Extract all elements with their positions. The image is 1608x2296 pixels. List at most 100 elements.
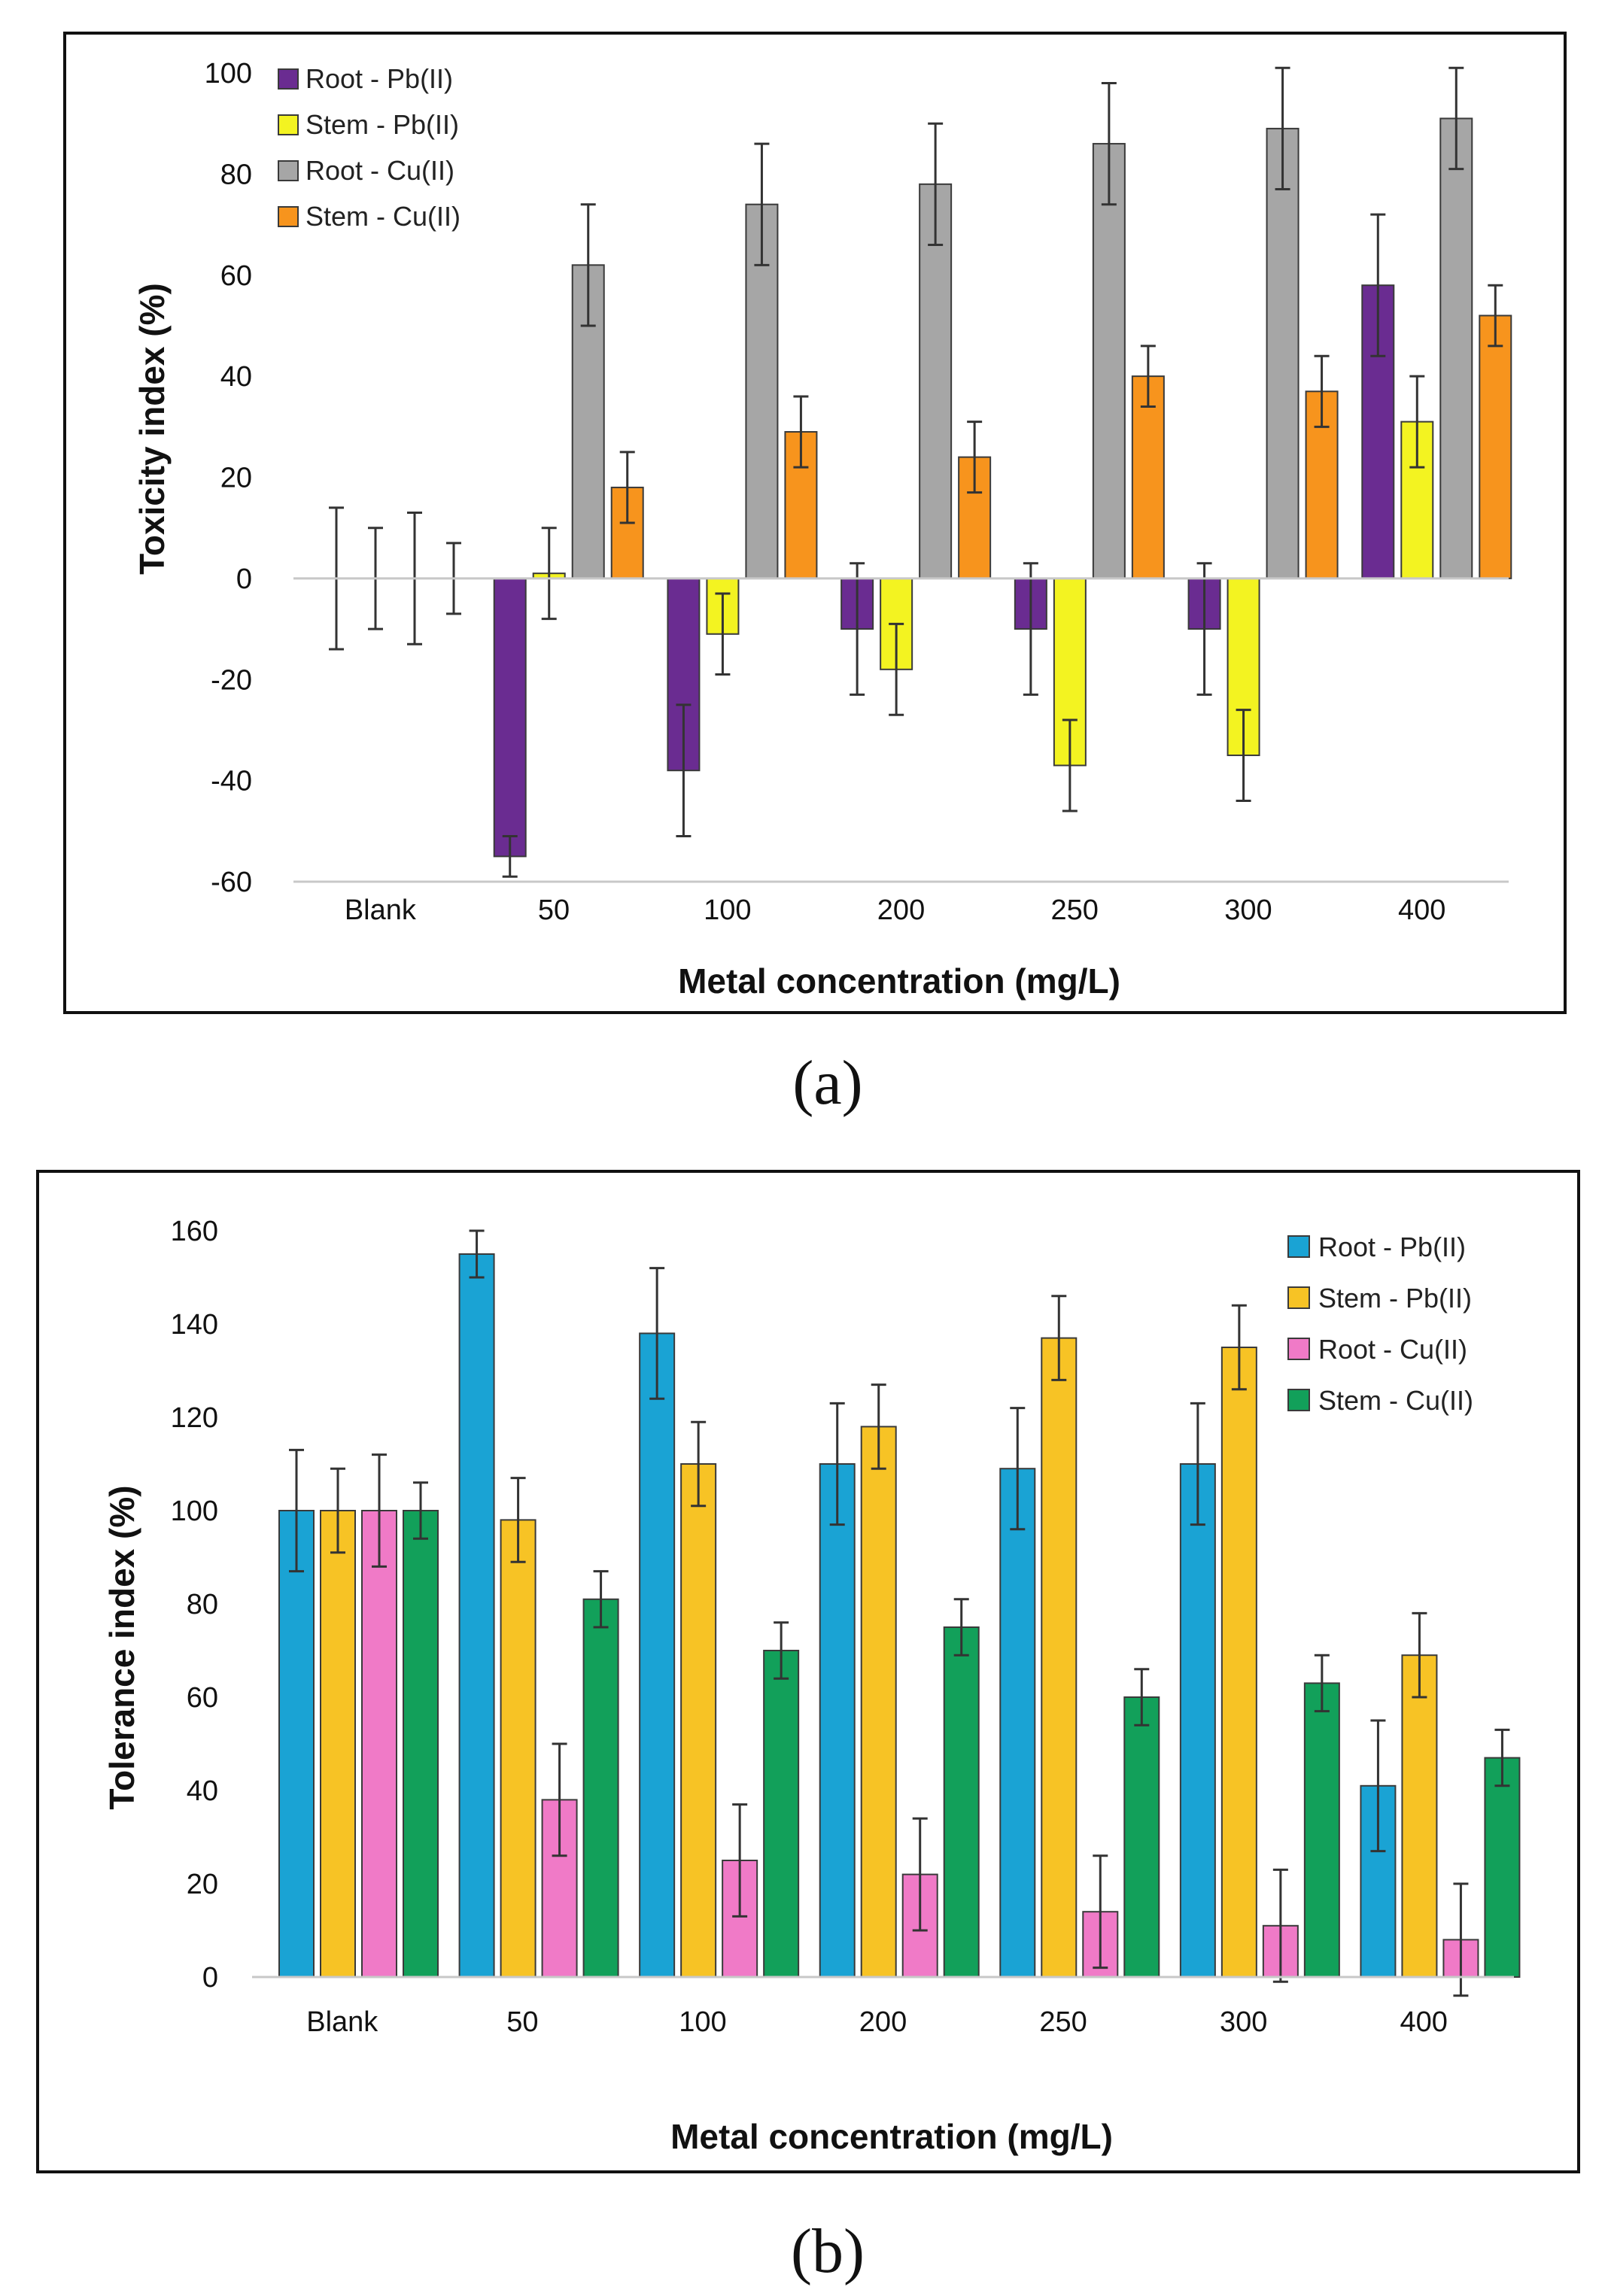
bar-stem-cu-ii--blank xyxy=(403,1510,439,1978)
error-bar xyxy=(552,1742,567,1857)
x-axis-label-a: Metal concentration (mg/L) xyxy=(678,961,1120,1001)
y-tick-label: 100 xyxy=(171,1496,218,1527)
error-bar xyxy=(1140,345,1156,408)
legend-label: Stem - Cu(II) xyxy=(305,201,461,232)
error-bar xyxy=(953,1598,969,1657)
error-bar xyxy=(289,1448,304,1573)
legend-label: Root - Cu(II) xyxy=(305,155,454,186)
error-bar xyxy=(754,142,770,266)
bar-root-cu-ii--200 xyxy=(919,183,953,579)
error-bar xyxy=(676,703,692,838)
error-bar xyxy=(580,203,596,327)
bar-root-pb-ii--250 xyxy=(999,1468,1036,1978)
legend-swatch xyxy=(1287,1286,1310,1309)
bar-stem-cu-ii--200 xyxy=(943,1626,980,1978)
bar-root-cu-ii--400 xyxy=(1439,117,1473,579)
y-tick-label: 40 xyxy=(220,361,252,393)
x-tick-labels-b: Blank 50 100 200 250 300 400 xyxy=(306,2006,1448,2038)
y-tick-label: 60 xyxy=(187,1682,218,1714)
error-bar xyxy=(928,122,944,246)
error-bar xyxy=(1448,66,1464,171)
error-bar xyxy=(1010,1407,1026,1531)
bar-root-pb-ii--50 xyxy=(458,1253,495,1978)
y-tick-label: 60 xyxy=(220,260,252,292)
x-tick-label: 400 xyxy=(1400,2006,1448,2038)
error-bar xyxy=(649,1267,665,1400)
y-tick-label: 80 xyxy=(220,159,252,190)
legend-label: Root - Pb(II) xyxy=(305,63,453,94)
x-tick-labels-a: Blank 50 100 200 250 300 400 xyxy=(345,894,1446,926)
x-tick-label: Blank xyxy=(345,894,417,926)
error-bar xyxy=(871,1383,886,1470)
legend-swatch xyxy=(278,206,299,227)
x-tick-label: 200 xyxy=(877,894,925,926)
x-tick-label: 250 xyxy=(1039,2006,1087,2038)
error-bar xyxy=(1370,213,1386,357)
error-bar xyxy=(541,527,557,621)
error-bar xyxy=(1023,562,1038,696)
legend-swatch xyxy=(1287,1389,1310,1411)
bars-a xyxy=(329,66,1512,878)
error-bar xyxy=(732,1803,748,1918)
y-tick-label: 140 xyxy=(171,1309,218,1341)
error-bar xyxy=(1409,375,1425,469)
legend-swatch xyxy=(1287,1338,1310,1360)
error-bar xyxy=(1093,1854,1108,1970)
legend-label: Stem - Cu(II) xyxy=(1318,1385,1473,1416)
legend-swatch xyxy=(278,160,299,181)
error-bar xyxy=(1314,354,1330,428)
error-bar xyxy=(593,1570,609,1629)
bar-stem-pb-ii--50 xyxy=(500,1519,537,1978)
x-tick-label: 100 xyxy=(704,894,751,926)
x-tick-label: 50 xyxy=(538,894,570,926)
legend-label: Stem - Pb(II) xyxy=(305,109,459,140)
bar-stem-cu-ii--50 xyxy=(582,1598,619,1979)
y-tick-label: 40 xyxy=(187,1775,218,1807)
y-tick-label: -20 xyxy=(211,664,252,696)
y-tick-label: 20 xyxy=(220,463,252,494)
error-bar xyxy=(1370,1719,1386,1853)
error-bar xyxy=(1231,1304,1247,1391)
error-bar xyxy=(715,592,731,676)
bars-b xyxy=(278,1229,1521,1997)
error-bar xyxy=(912,1817,928,1932)
error-bar xyxy=(1236,709,1251,802)
error-bar xyxy=(829,1402,845,1526)
x-axis-label-b: Metal concentration (mg/L) xyxy=(670,2117,1113,2156)
bar-stem-cu-ii--300 xyxy=(1303,1682,1340,1978)
bar-root-pb-ii--200 xyxy=(819,1463,856,1978)
error-bar xyxy=(889,622,904,716)
error-bar xyxy=(793,395,809,469)
bar-root-cu-ii--300 xyxy=(1266,127,1299,579)
error-bar xyxy=(619,451,635,524)
bar-stem-pb-ii--100 xyxy=(680,1463,717,1978)
bar-stem-pb-ii--400 xyxy=(1401,1654,1438,1978)
y-tick-labels-b: 160 140 120 100 80 60 40 20 0 xyxy=(171,1216,218,1994)
error-bar xyxy=(1134,1668,1150,1727)
panel-frame-b xyxy=(36,1170,1580,2173)
legend-label: Root - Cu(II) xyxy=(1318,1334,1467,1365)
y-tick-label: 120 xyxy=(171,1402,218,1434)
error-bar xyxy=(502,835,518,878)
legend-swatch xyxy=(1287,1235,1310,1258)
bar-stem-cu-ii--250 xyxy=(1123,1696,1160,1978)
error-bar xyxy=(1051,1295,1067,1381)
bar-stem-cu-ii--400 xyxy=(1484,1757,1521,1979)
bar-stem-cu-ii--400 xyxy=(1479,314,1512,579)
error-bar xyxy=(691,1420,707,1508)
panel-caption-a: (a) xyxy=(792,1048,862,1118)
x-tick-label: Blank xyxy=(306,2006,378,2038)
y-tick-label: 0 xyxy=(236,563,252,595)
error-bar xyxy=(1272,1868,1288,1983)
y-tick-label: -40 xyxy=(211,766,252,797)
x-tick-label: 100 xyxy=(679,2006,726,2038)
bar-stem-pb-ii--200 xyxy=(860,1426,897,1978)
error-bar xyxy=(1275,66,1290,191)
legend-b: Root - Pb(II) Stem - Pb(II) Root - Cu(II) S… xyxy=(1287,1232,1473,1416)
error-bar xyxy=(1494,1728,1510,1787)
error-bar xyxy=(850,562,865,696)
bar-root-pb-ii--300 xyxy=(1179,1463,1216,1978)
bar-root-pb-ii--50 xyxy=(493,577,527,858)
